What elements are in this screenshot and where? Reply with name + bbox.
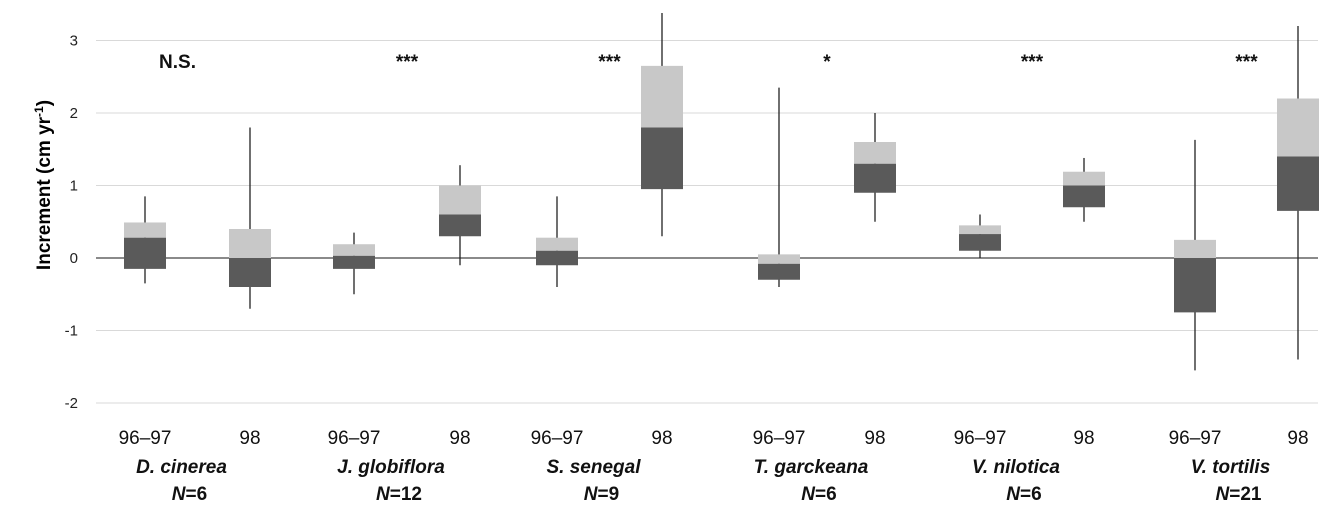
y-tick-label: -1 — [65, 323, 78, 340]
box-lower-quartile — [536, 250, 578, 266]
sample-size-label: N=9 — [584, 484, 619, 505]
significance-label: *** — [1021, 52, 1044, 73]
y-tick-label: 3 — [70, 33, 78, 50]
sample-size-label: N=6 — [172, 484, 207, 505]
box-upper-quartile — [854, 142, 896, 164]
species-label: T. garckeana — [754, 457, 869, 478]
box-lower-quartile — [124, 237, 166, 269]
box-upper-quartile — [536, 237, 578, 251]
box-lower-quartile — [1174, 258, 1216, 313]
box-upper-quartile — [1063, 171, 1105, 186]
box-upper-quartile — [439, 185, 481, 215]
box-lower-quartile — [229, 258, 271, 287]
box-lower-quartile — [333, 255, 375, 269]
box-upper-quartile — [124, 222, 166, 238]
box-lower-quartile — [1063, 185, 1105, 208]
box-lower-quartile — [1277, 156, 1319, 211]
box-upper-quartile — [758, 254, 800, 264]
category-label: 98 — [1287, 428, 1308, 449]
category-label: 98 — [449, 428, 470, 449]
category-label: 96–97 — [1169, 428, 1222, 449]
box-upper-quartile — [333, 244, 375, 256]
y-tick-label: 1 — [70, 178, 78, 195]
box-lower-quartile — [758, 263, 800, 280]
sample-size-label: N=6 — [801, 484, 836, 505]
category-label: 96–97 — [328, 428, 381, 449]
box-upper-quartile — [959, 225, 1001, 235]
species-label: V. nilotica — [972, 457, 1060, 478]
species-label: V. tortilis — [1191, 457, 1271, 478]
y-axis-ticks: 3 2 1 0 -1 -2 — [65, 33, 78, 413]
significance-label: *** — [1235, 52, 1258, 73]
box-upper-quartile — [229, 229, 271, 258]
boxes — [124, 12, 1319, 371]
y-tick-label: 2 — [70, 105, 78, 122]
box-upper-quartile — [1277, 98, 1319, 157]
category-label: 98 — [651, 428, 672, 449]
category-label: 98 — [239, 428, 260, 449]
gridlines — [96, 40, 1318, 404]
species-label: J. globiflora — [337, 457, 445, 478]
y-tick-label: -2 — [65, 395, 78, 412]
category-label: 96–97 — [531, 428, 584, 449]
significance-label: * — [823, 52, 831, 73]
box-lower-quartile — [959, 234, 1001, 251]
category-label: 98 — [1073, 428, 1094, 449]
box-lower-quartile — [439, 214, 481, 237]
category-label: 96–97 — [753, 428, 806, 449]
sample-size-label: N=21 — [1216, 484, 1262, 505]
box-lower-quartile — [854, 163, 896, 193]
category-label: 96–97 — [954, 428, 1007, 449]
box-upper-quartile — [641, 65, 683, 128]
category-label: 96–97 — [119, 428, 172, 449]
significance-label: N.S. — [159, 52, 196, 73]
box-lower-quartile — [641, 127, 683, 190]
significance-label: *** — [396, 52, 419, 73]
species-label: S. senegal — [547, 457, 642, 478]
sample-size-label: N=6 — [1006, 484, 1041, 505]
sample-size-label: N=12 — [376, 484, 422, 505]
y-axis-label: Increment (cm yr-1) — [32, 100, 55, 270]
box-upper-quartile — [1174, 239, 1216, 258]
species-label: D. cinerea — [136, 457, 227, 478]
significance-label: *** — [598, 52, 621, 73]
category-label: 98 — [864, 428, 885, 449]
y-tick-label: 0 — [70, 250, 78, 267]
